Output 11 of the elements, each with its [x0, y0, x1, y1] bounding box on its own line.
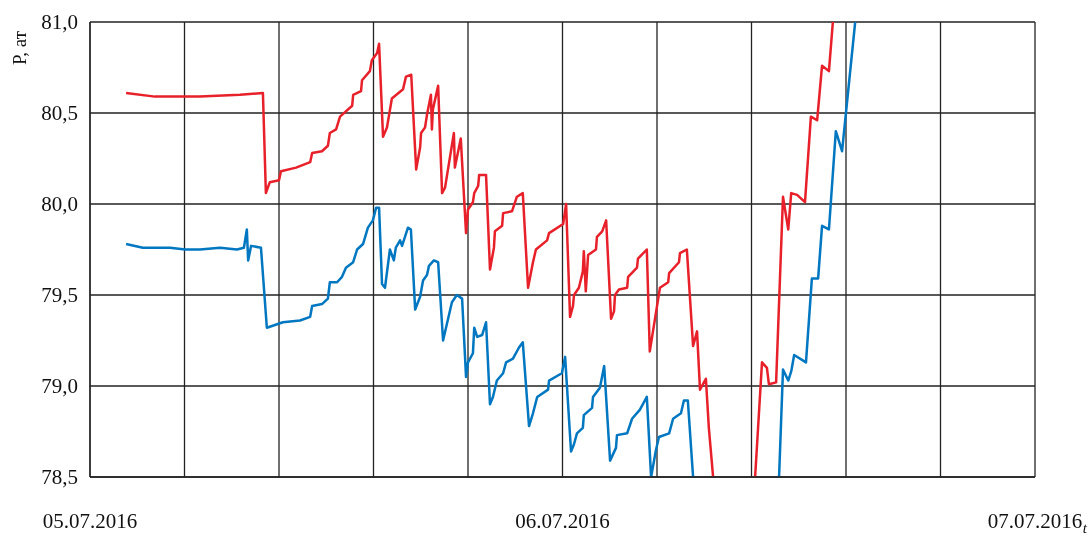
x-tick-label: 05.07.2016 [42, 508, 138, 533]
y-axis-title: P, ат [9, 30, 31, 66]
y-tick-label: 78,5 [41, 465, 78, 490]
y-tick-label: 80,5 [41, 101, 78, 126]
x-tick-label: 06.07.2016 [515, 508, 610, 533]
y-tick-label: 79,0 [41, 374, 78, 399]
y-tick-label: 81,0 [41, 10, 78, 35]
x-tick-label: 07.07.2016 [987, 508, 1083, 533]
x-axis-title: t [1082, 520, 1087, 537]
y-tick-label: 79,5 [41, 283, 78, 308]
y-tick-label: 80,0 [41, 192, 78, 217]
